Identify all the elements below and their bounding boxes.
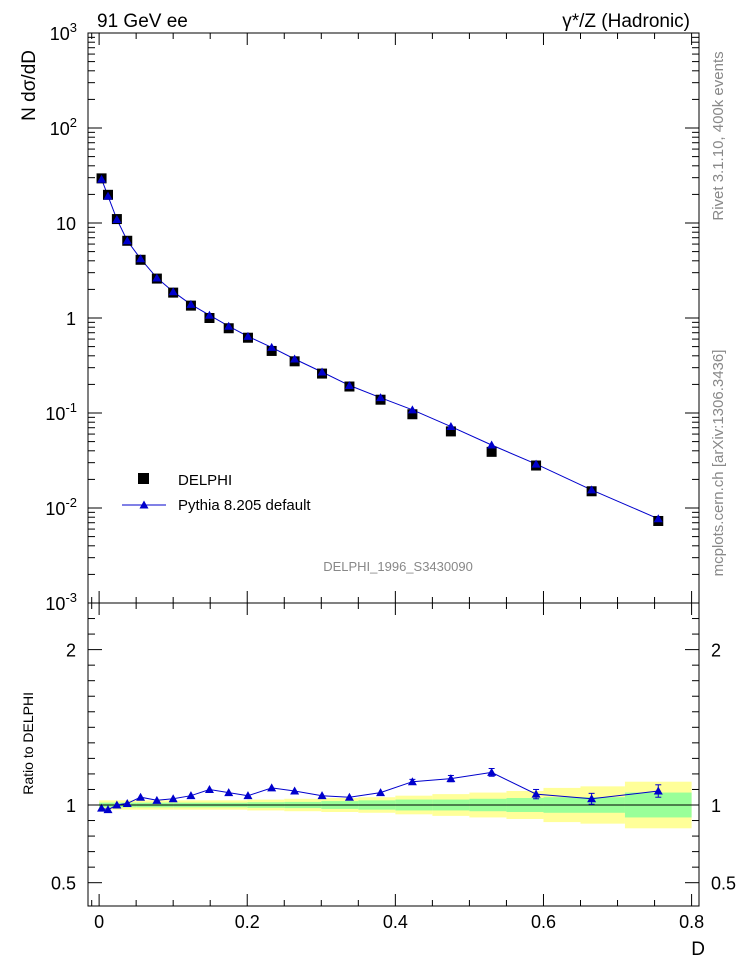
ratio-mc-point (653, 786, 663, 795)
mc-point (531, 459, 541, 468)
ratio-mc-point (136, 792, 146, 801)
mc-point (487, 440, 497, 449)
x-tick-label: 0.2 (235, 912, 260, 932)
y-tick-label: 10-3 (45, 590, 77, 614)
mc-point (152, 273, 162, 282)
rivet-version-text: Rivet 3.1.10, 400k events (710, 51, 727, 220)
mc-point (267, 342, 277, 351)
legend-data-marker (138, 473, 149, 484)
ratio-plot-frame (87, 602, 700, 907)
ratio-mc-point (531, 789, 541, 798)
legend: DELPHI Pythia 8.205 default (122, 472, 311, 514)
legend-data-label: DELPHI (178, 472, 232, 489)
mc-point (407, 405, 417, 414)
mc-point (122, 236, 132, 245)
mc-point (587, 485, 597, 494)
ratio-y-axis-label: Ratio to DELPHI (20, 692, 36, 795)
mc-point (186, 299, 196, 308)
analysis-watermark: DELPHI_1996_S3430090 (323, 559, 473, 574)
ratio-y-tick-label-left: 1 (66, 796, 76, 816)
ratio-mc-point (112, 800, 122, 809)
ratio-mc-point (290, 786, 300, 795)
data-point (407, 409, 418, 420)
mc-point (243, 331, 253, 340)
mc-point (97, 174, 107, 183)
ratio-mc-point (317, 791, 327, 800)
mc-point (224, 321, 234, 330)
ratio-mc-point (267, 783, 277, 792)
legend-mc-marker (139, 500, 149, 509)
header-left-title: 91 GeV ee (97, 11, 188, 32)
ratio-mc-point (344, 792, 354, 801)
mc-point (344, 380, 354, 389)
legend-mc-label: Pythia 8.205 default (178, 497, 311, 514)
y-tick-label: 10-1 (45, 400, 77, 424)
mc-point (112, 214, 122, 223)
ratio-mc-line (101, 771, 659, 811)
mc-point (317, 367, 327, 376)
ratio-mc-point (186, 791, 196, 800)
ratio-mc-point (376, 788, 386, 797)
mc-point (653, 514, 663, 523)
ratio-mc-point (152, 795, 162, 804)
mc-point (376, 393, 386, 402)
y-tick-label: 10-2 (45, 495, 77, 519)
mc-point (446, 422, 456, 431)
mc-point (103, 191, 113, 200)
ratio-y-tick-label-right: 2 (711, 641, 721, 661)
ratio-mc-point (168, 794, 178, 803)
main-y-axis-label: N dσ/dD (19, 50, 40, 121)
ratio-mc-point (243, 791, 253, 800)
ratio-mc-point (407, 777, 417, 786)
ratio-mc-point (204, 784, 214, 793)
mc-point (136, 254, 146, 263)
ratio-mc-point (224, 788, 234, 797)
y-tick-label: 102 (50, 115, 77, 139)
ratio-y-tick-label-right: 0.5 (711, 874, 736, 894)
ratio-mc-point (587, 794, 597, 803)
x-tick-label: 0.6 (531, 912, 556, 932)
ratio-y-tick-label-left: 2 (66, 641, 76, 661)
mc-point (168, 287, 178, 296)
ratio-mc-point (487, 767, 497, 776)
x-tick-label: 0 (94, 912, 104, 932)
main-panel: 10-3 10-2 10-1 1 10 102 103 N dσ/dD DELPHI_199… (19, 20, 700, 614)
mc-point (290, 354, 300, 363)
main-plot-frame (87, 32, 700, 604)
y-tick-label: 103 (50, 20, 77, 44)
ratio-mc-point (97, 803, 107, 812)
x-tick-label: 0.8 (679, 912, 704, 932)
data-point (445, 426, 456, 437)
y-tick-label: 10 (56, 214, 76, 234)
ratio-mc-point (103, 805, 113, 814)
data-point (486, 446, 497, 457)
ratio-y-tick-label-right: 1 (711, 796, 721, 816)
mc-line (101, 179, 659, 520)
mc-point (204, 310, 214, 319)
x-axis-label: D (691, 939, 705, 960)
ratio-y-tick-label-left: 0.5 (51, 874, 76, 894)
ratio-mc-point (122, 798, 132, 807)
mcplots-reference-text: mcplots.cern.ch [arXiv:1306.3436] (710, 350, 727, 577)
y-tick-label: 1 (66, 309, 76, 329)
header-right-title: γ*/Z (Hadronic) (562, 11, 690, 32)
ratio-mc-point (446, 774, 456, 783)
ratio-panel: 0 0.2 0.4 0.6 0.80.5 0.51 12 2 Ratio to DELPHI … (20, 602, 736, 960)
data-point (266, 345, 277, 356)
x-tick-label: 0.4 (383, 912, 408, 932)
